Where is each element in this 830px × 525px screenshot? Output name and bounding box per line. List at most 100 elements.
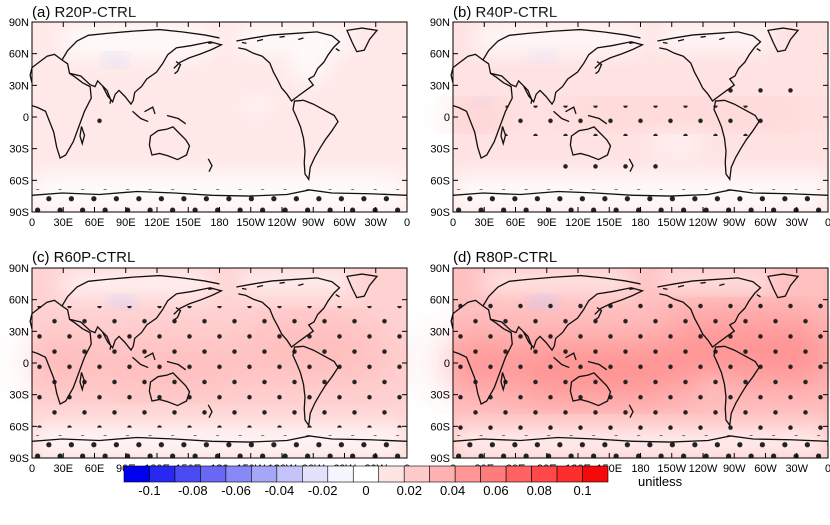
lon-tick-label: 120E — [144, 217, 170, 229]
panel-b-title: (b) R40P-CTRL — [453, 4, 557, 21]
panel-d: (d) R80P-CTRL — [449, 249, 830, 459]
lon-tick-label: 60E — [85, 463, 105, 475]
lat-tick-label: 30N — [9, 80, 29, 92]
colorbar-box — [200, 465, 227, 483]
colorbar-box — [556, 465, 583, 483]
colorbar-box — [480, 465, 507, 483]
lat-tick-label: 30S — [9, 390, 29, 402]
colorbar-tick-label: 0.02 — [397, 483, 422, 498]
lon-tick-label: 150W — [657, 217, 686, 229]
lat-tick-label: 90N — [430, 263, 450, 275]
lat-tick-label: 30N — [430, 326, 450, 338]
colorbar-box — [505, 465, 532, 483]
lat-tick-label: 60S — [9, 175, 29, 187]
lat-tick-label: 90S — [430, 453, 450, 465]
lon-tick-label: 90E — [537, 217, 557, 229]
lon-tick-label: 30W — [785, 463, 808, 475]
lat-tick-label: 60N — [9, 295, 29, 307]
colorbar-box — [531, 465, 558, 483]
lon-tick-label: 0 — [29, 463, 35, 475]
colorbar-tick-labels: -0.1 -0.08 -0.06 -0.04 -0.02 0 0.02 0.04 0.06 0.0… — [138, 483, 591, 498]
lat-tick-label: 60N — [9, 49, 29, 61]
panel-c-map — [29, 268, 408, 458]
lon-tick-label: 30W — [364, 217, 387, 229]
lon-tick-label: 30E — [474, 217, 494, 229]
lon-tick-label: 0 — [404, 217, 410, 229]
lon-tick-label: 60E — [506, 217, 526, 229]
panel-d-title: (d) R80P-CTRL — [453, 249, 557, 266]
colorbar-tick-label: 0.08 — [527, 483, 552, 498]
colorbar-box — [251, 465, 278, 483]
lon-tick-label: 120W — [268, 217, 297, 229]
lat-tick-label: 0 — [444, 112, 450, 124]
lon-tick-label: 30E — [53, 463, 73, 475]
colorbar-box — [174, 465, 201, 483]
panel-c: (c) R60P-CTRL — [29, 249, 408, 459]
lon-tick-label: 90E — [116, 217, 136, 229]
lon-tick-label: 180 — [631, 463, 649, 475]
colorbar-box — [378, 465, 405, 483]
colorbar-box — [149, 465, 176, 483]
lon-tick-label: 0 — [29, 217, 35, 229]
lon-tick-label: 150E — [596, 217, 622, 229]
lat-tick-label: 90S — [430, 207, 450, 219]
lon-tick-label: 180 — [210, 217, 228, 229]
lon-tick-label: 150W — [657, 463, 686, 475]
colorbar-box — [429, 465, 456, 483]
colorbar-tick-label: 0 — [362, 483, 369, 498]
lat-tick-label: 60S — [430, 421, 450, 433]
lon-tick-label: 60W — [333, 217, 356, 229]
lon-tick-label: 0 — [825, 217, 830, 229]
lat-tick-label: 90N — [9, 17, 29, 29]
colorbar-tick-label: -0.02 — [308, 483, 338, 498]
colorbar-box — [454, 465, 481, 483]
lat-tick-label: 90N — [9, 263, 29, 275]
panel-b: (b) R40P-CTRL — [450, 4, 829, 213]
lat-tick-label: 90S — [9, 453, 29, 465]
lon-tick-label: 90W — [302, 217, 325, 229]
colorbar-tick-label: 0.06 — [483, 483, 508, 498]
lat-tick-label: 60N — [430, 295, 450, 307]
colorbar-tick-label: -0.06 — [221, 483, 251, 498]
colorbar-tick-label: 0.1 — [573, 483, 591, 498]
lon-tick-label: 0 — [825, 463, 830, 475]
colorbar-box — [276, 465, 303, 483]
lat-tick-label: 90S — [9, 207, 29, 219]
colorbar-tick-label: -0.1 — [138, 483, 160, 498]
panel-c-title: (c) R60P-CTRL — [32, 249, 135, 266]
lat-tick-label: 30S — [430, 144, 450, 156]
lon-tick-label: 60W — [754, 463, 777, 475]
colorbar-box — [582, 465, 609, 483]
lat-tick-label: 0 — [23, 358, 29, 370]
lat-tick-label: 0 — [444, 358, 450, 370]
panel-a-title: (a) R20P-CTRL — [32, 4, 136, 21]
colorbar-box — [225, 465, 252, 483]
lat-tick-label: 30N — [9, 326, 29, 338]
lon-tick-label: 150W — [236, 217, 265, 229]
lat-tick-label: 90N — [430, 17, 450, 29]
lon-tick-label: 180 — [631, 217, 649, 229]
lon-tick-label: 30E — [53, 217, 73, 229]
lat-tick-label: 30S — [9, 144, 29, 156]
lon-tick-label: 120W — [689, 217, 718, 229]
lat-tick-label: 0 — [23, 112, 29, 124]
colorbar-unit-label: unitless — [638, 474, 683, 489]
colorbar-box — [327, 465, 354, 483]
lon-tick-label: 90W — [723, 217, 746, 229]
lat-tick-label: 30S — [430, 390, 450, 402]
colorbar-tick-label: -0.04 — [265, 483, 295, 498]
lon-tick-label: 60W — [754, 217, 777, 229]
colorbar-tick-label: 0.04 — [440, 483, 465, 498]
lon-tick-label: 60E — [85, 217, 105, 229]
lon-tick-label: 120W — [689, 463, 718, 475]
panel-a: (a) R20P-CTRL — [29, 4, 408, 213]
colorbar-box — [403, 465, 430, 483]
panel-d-map — [449, 268, 830, 458]
lon-tick-label: 0 — [450, 217, 456, 229]
colorbar-boxes — [123, 465, 609, 483]
colorbar-tick-label: -0.08 — [178, 483, 208, 498]
lat-tick-label: 30N — [430, 80, 450, 92]
lon-tick-label: 120E — [565, 217, 591, 229]
colorbar-box — [352, 465, 380, 483]
